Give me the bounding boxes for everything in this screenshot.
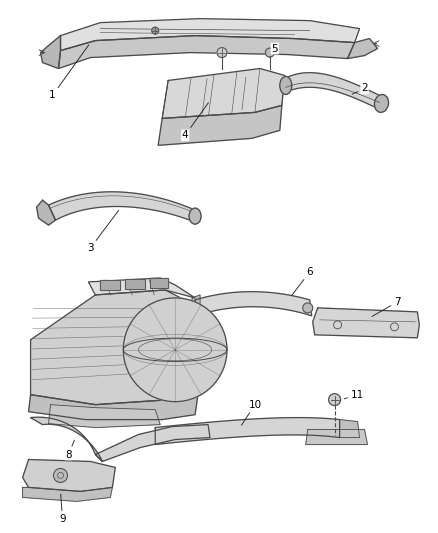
Text: 10: 10 (241, 400, 261, 425)
Polygon shape (306, 430, 367, 445)
Circle shape (328, 394, 341, 406)
Polygon shape (37, 200, 56, 225)
Bar (100, 280, 120, 290)
Ellipse shape (280, 77, 292, 94)
Text: 2: 2 (352, 84, 368, 94)
Circle shape (217, 47, 227, 58)
Bar (100, 280, 120, 290)
Text: 8: 8 (65, 440, 74, 459)
Text: 4: 4 (182, 103, 208, 140)
Polygon shape (162, 69, 285, 118)
Ellipse shape (189, 208, 201, 224)
Text: 11: 11 (344, 390, 364, 400)
Bar (150, 278, 168, 288)
Polygon shape (95, 425, 210, 462)
Text: 3: 3 (87, 211, 119, 253)
Polygon shape (28, 379, 200, 419)
Circle shape (53, 469, 67, 482)
Polygon shape (60, 19, 360, 51)
Bar (125, 279, 145, 289)
Circle shape (124, 298, 227, 402)
Text: 7: 7 (372, 297, 401, 317)
Polygon shape (49, 192, 195, 222)
Bar (125, 279, 145, 289)
Polygon shape (23, 459, 115, 491)
Polygon shape (192, 295, 200, 320)
Circle shape (152, 27, 159, 34)
Circle shape (265, 48, 274, 57)
Polygon shape (31, 417, 102, 462)
Polygon shape (23, 487, 112, 502)
Polygon shape (195, 292, 312, 316)
Polygon shape (49, 405, 160, 427)
Polygon shape (313, 308, 419, 338)
Polygon shape (59, 36, 355, 69)
Polygon shape (155, 417, 339, 445)
Polygon shape (41, 36, 60, 69)
Text: 6: 6 (291, 267, 313, 296)
Polygon shape (348, 38, 378, 59)
Polygon shape (31, 290, 200, 405)
Circle shape (303, 303, 313, 313)
Polygon shape (158, 106, 282, 146)
Polygon shape (88, 278, 195, 298)
Bar (150, 278, 168, 288)
Text: 5: 5 (270, 44, 278, 58)
Ellipse shape (374, 94, 389, 112)
Polygon shape (339, 419, 360, 438)
Polygon shape (285, 72, 381, 110)
Text: 9: 9 (59, 494, 66, 524)
Text: 1: 1 (49, 45, 89, 100)
